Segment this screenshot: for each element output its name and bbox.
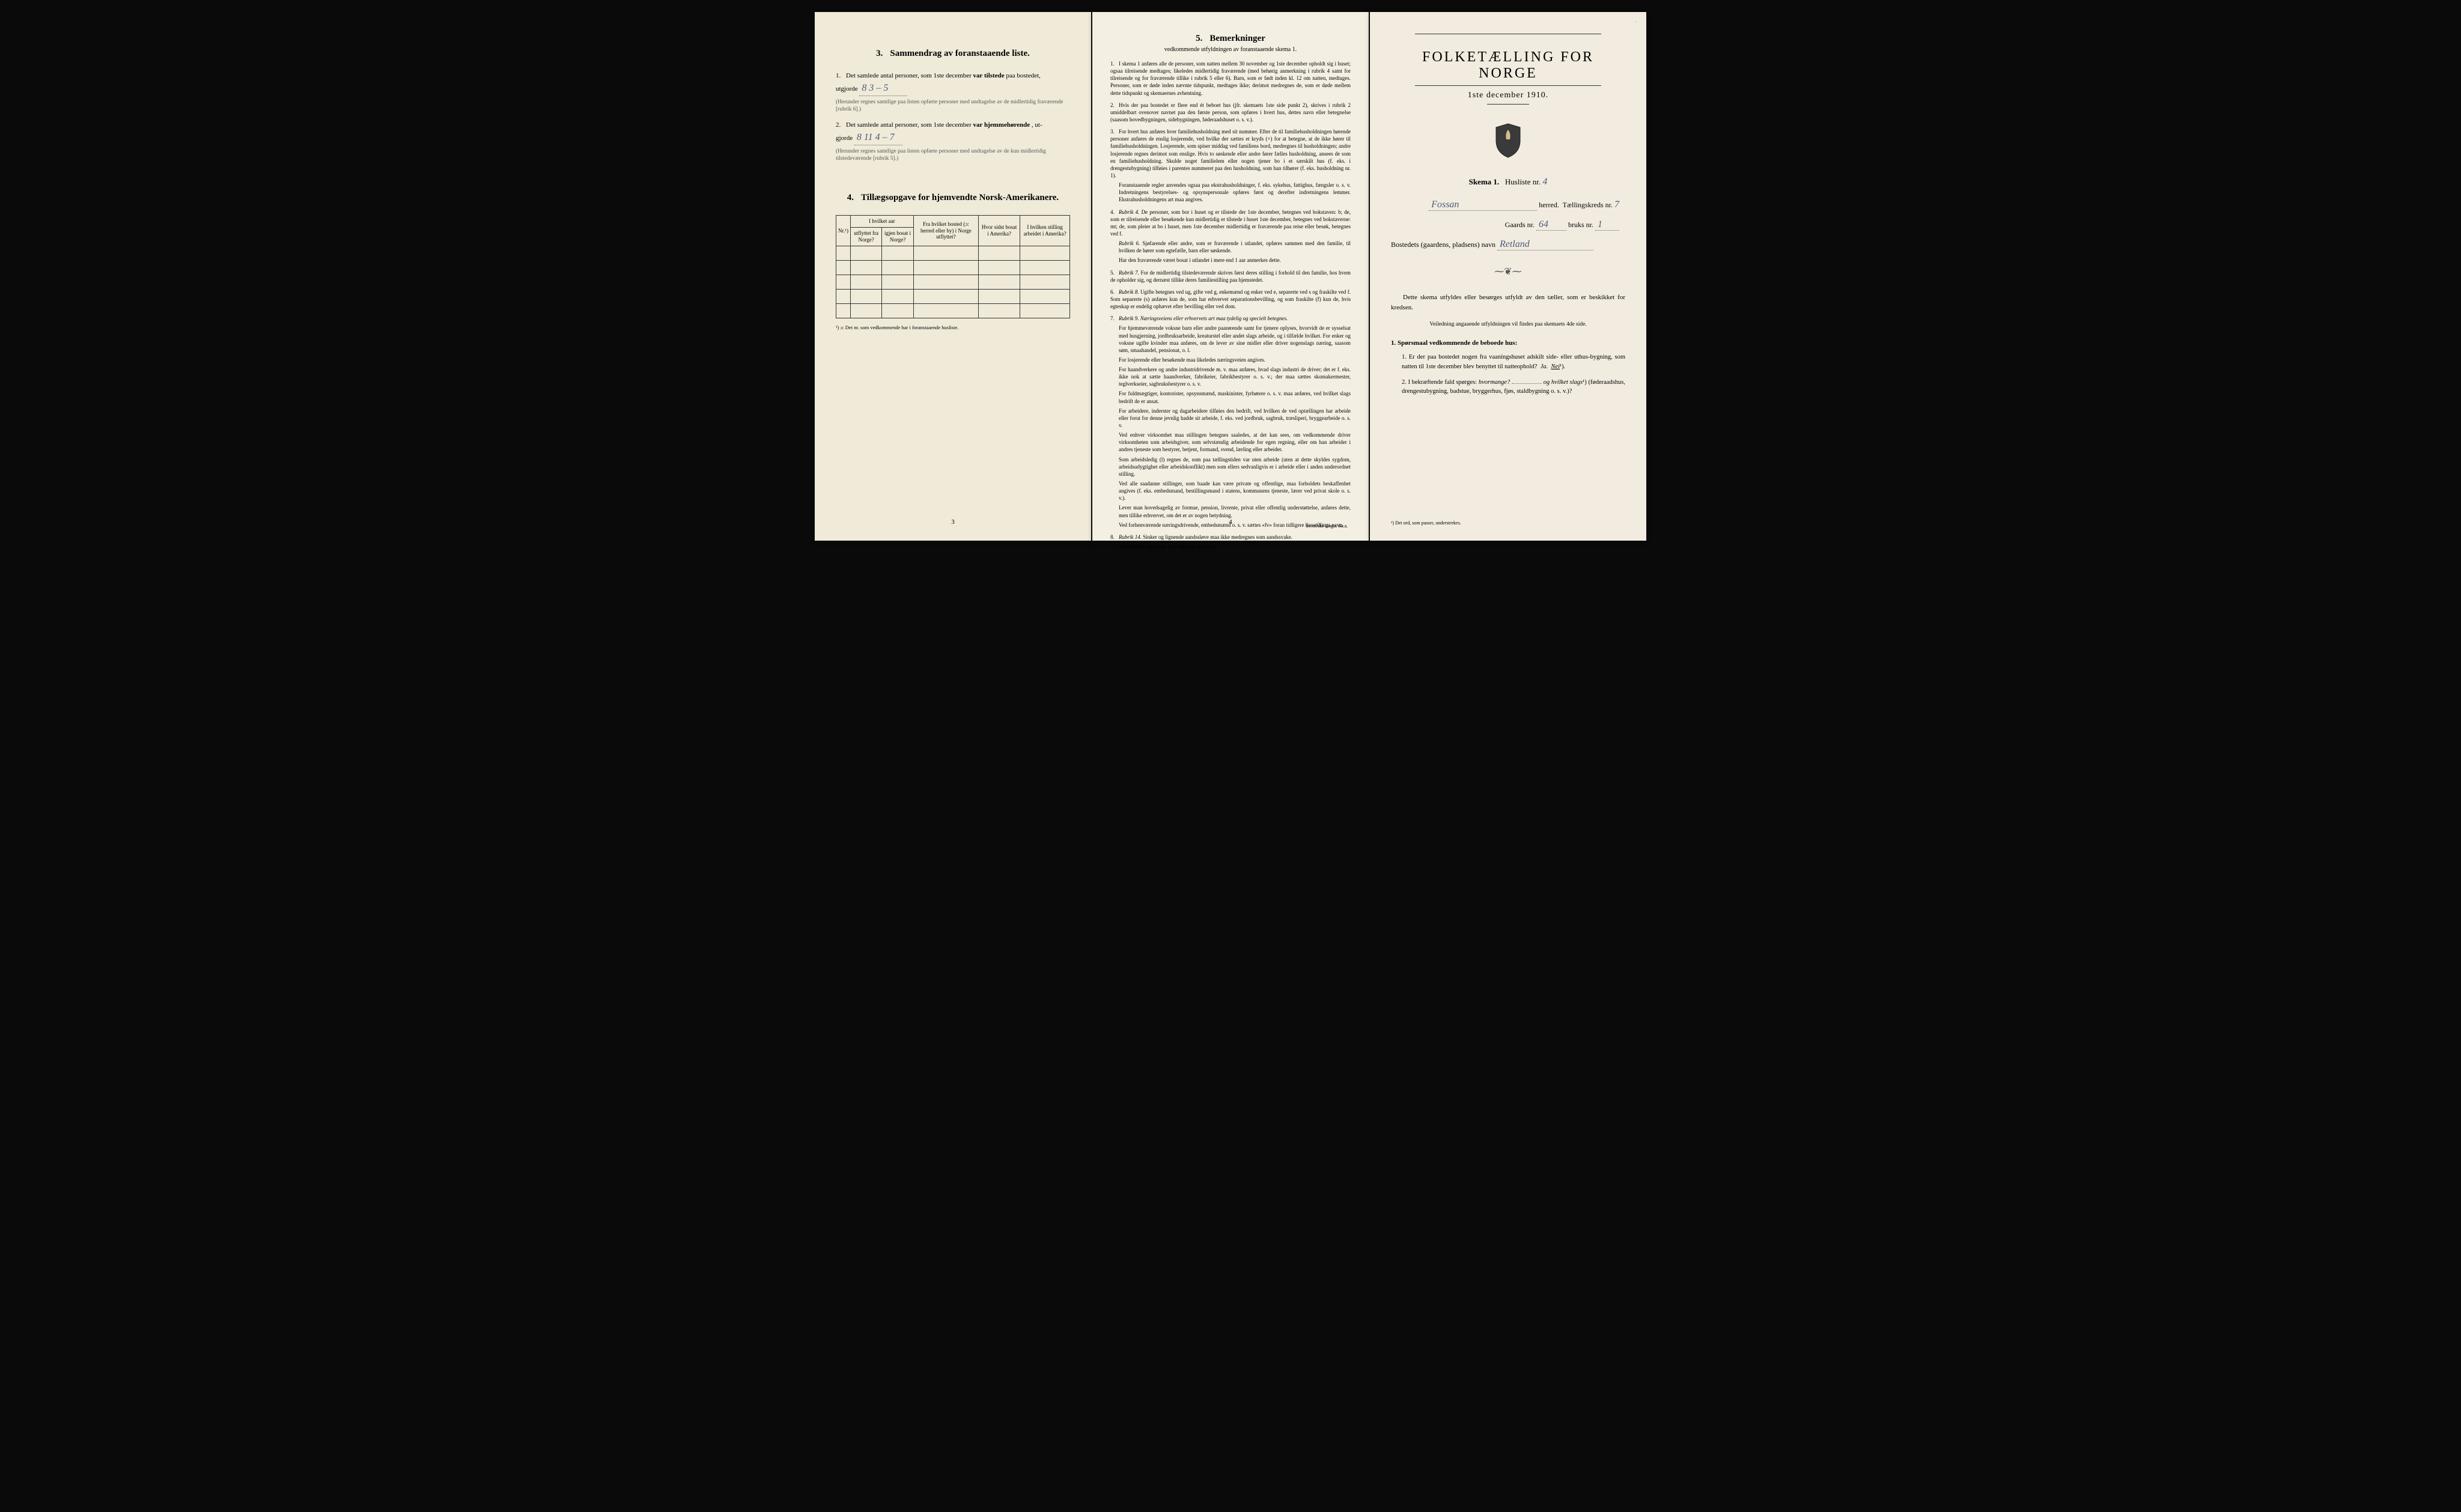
document-spread: 3. Sammendrag av foranstaaende liste. 1.… — [815, 12, 1646, 541]
sp1-num: 1. — [1402, 354, 1407, 360]
remark-4: 4.Rubrik 4. De personer, som bor i huset… — [1110, 208, 1351, 264]
remark-8: 8.Rubrik 14. Sinker og lignende aandsslø… — [1110, 533, 1351, 550]
skema-label: Skema 1. — [1469, 177, 1500, 186]
q1-text-a: Det samlede antal personer, som 1ste dec… — [846, 72, 972, 79]
q2-bold: var hjemmehørende — [973, 121, 1030, 129]
q2-note: (Herunder regnes samtlige paa listen opf… — [836, 148, 1070, 163]
remark-6: 6.Rubrik 8. Ugifte betegnes ved ug, gift… — [1110, 288, 1351, 310]
q1-value: 8 3 – 5 — [859, 81, 907, 96]
page-number-3: 3 — [951, 518, 955, 526]
remark-1: 1.I skema 1 anføres alle de personer, so… — [1110, 60, 1351, 97]
section-4-heading: 4. Tillægsopgave for hjemvendte Norsk-Am… — [836, 192, 1070, 203]
printer-mark: Stven'ske Bogtr. Kr.a. — [1306, 523, 1348, 529]
rule-short — [1487, 104, 1529, 105]
sporsmaal-1: 1. Er der paa bostedet nogen fra vaaning… — [1402, 353, 1625, 372]
section-4-title: Tillægsopgave for hjemvendte Norsk-Ameri… — [861, 193, 1059, 202]
instruction-1: Dette skema utfyldes eller besørges utfy… — [1391, 293, 1625, 312]
q2-utgjorde: gjorde — [836, 135, 853, 142]
amerikaner-table: Nr.¹) I hvilket aar Fra hvilket bosted (… — [836, 215, 1070, 318]
section-3-heading: 3. Sammendrag av foranstaaende liste. — [836, 48, 1070, 59]
bruks-label: bruks nr. — [1568, 220, 1593, 229]
section-3-title: Sammendrag av foranstaaende liste. — [890, 49, 1030, 58]
q2-text-a: Det samlede antal personer, som 1ste dec… — [846, 121, 972, 129]
sp2-text-a: I bekræftende fald spørges: — [1408, 379, 1477, 386]
th-igjen: igjen bosat i Norge? — [882, 228, 913, 246]
husliste-value: 4 — [1542, 177, 1547, 187]
th-hvor: Hvor sidst bosat i Amerika? — [978, 216, 1020, 246]
q2-value: 8 11 4 – 7 — [854, 130, 902, 145]
flourish-divider: ⁓❦⁓ — [1391, 266, 1625, 278]
remark-2: 2.Hvis der paa bostedet er flere end ét … — [1110, 102, 1351, 123]
sp2-num: 2. — [1402, 379, 1407, 386]
section-3-num: 3. — [876, 49, 883, 58]
sp2-sup: ¹) — [1583, 379, 1587, 386]
remarks-list: 1.I skema 1 anføres alle de personer, so… — [1110, 60, 1351, 550]
section-4-num: 4. — [847, 193, 854, 202]
table-row — [836, 246, 1070, 260]
rule-mid — [1415, 85, 1601, 86]
section-5-subtitle: vedkommende utfyldningen av foranstaaend… — [1110, 46, 1351, 53]
table-row — [836, 260, 1070, 275]
q1-note: (Herunder regnes samtlige paa listen opf… — [836, 99, 1070, 114]
bosted-label: Bostedets (gaardens, pladsens) navn — [1391, 240, 1495, 249]
q1-utgjorde: utgjorde — [836, 85, 858, 93]
section-5-num: 5. — [1196, 34, 1202, 43]
question-2: 2. Det samlede antal personer, som 1ste … — [836, 120, 1070, 162]
cover-title: FOLKETÆLLING FOR NORGE — [1391, 49, 1625, 82]
page-left: 3. Sammendrag av foranstaaende liste. 1.… — [815, 12, 1091, 541]
herred-value: Fossan — [1429, 199, 1537, 211]
remark-5: 5.Rubrik 7. For de midlertidig tilstedev… — [1110, 269, 1351, 284]
sp1-ja: Ja. — [1541, 363, 1548, 370]
th-aar: I hvilket aar — [850, 216, 913, 228]
herred-line: Fossan herred. Tællingskreds nr. 7 — [1391, 199, 1625, 211]
bosted-line: Bostedets (gaardens, pladsens) navn Retl… — [1391, 239, 1625, 250]
table-footnote: ¹) ɔ: Det nr. som vedkommende har i fora… — [836, 324, 1070, 330]
table-row — [836, 275, 1070, 289]
bruks-value: 1 — [1595, 219, 1619, 231]
remark-7: 7.Rubrik 9. Næringsveiens eller erhverve… — [1110, 315, 1351, 529]
table-row — [836, 303, 1070, 318]
cover-date: 1ste december 1910. — [1391, 91, 1625, 100]
gaards-line: Gaards nr. 64 bruks nr. 1 — [1391, 219, 1625, 231]
th-stilling: I hvilken stilling arbeidet i Amerika? — [1020, 216, 1070, 246]
table-row — [836, 289, 1070, 303]
taelling-label: Tællingskreds nr. — [1563, 201, 1613, 209]
sp2-og: og hvilket slags — [1544, 379, 1583, 386]
gaards-value: 64 — [1536, 219, 1566, 231]
sp2-blank — [1512, 383, 1542, 384]
q2-text-b: , ut- — [1032, 121, 1042, 129]
th-nr: Nr.¹) — [836, 216, 851, 246]
sporsmaal-heading: 1. Spørsmaal vedkommende de beboede hus: — [1391, 339, 1625, 347]
skema-line: Skema 1. Husliste nr. 4 — [1391, 177, 1625, 187]
gaards-label: Gaards nr. — [1505, 220, 1535, 229]
husliste-label: Husliste nr. — [1505, 177, 1541, 186]
corner-mark: · — [1635, 19, 1637, 26]
question-1: 1. Det samlede antal personer, som 1ste … — [836, 71, 1070, 113]
sp1-sup: ¹). — [1560, 363, 1565, 370]
q1-text-b: paa bostedet, — [1006, 72, 1040, 79]
bosted-value: Retland — [1497, 239, 1593, 250]
q1-num: 1. — [836, 72, 841, 79]
coat-of-arms-icon — [1493, 123, 1523, 159]
sp1-nei: Nei — [1551, 363, 1560, 370]
section-5-title: Bemerkninger — [1209, 34, 1265, 43]
page-number-4: 4 — [1229, 518, 1232, 526]
taelling-value: 7 — [1614, 199, 1619, 210]
remark-3: 3.For hvert hus anføres hver familiehush… — [1110, 128, 1351, 203]
section-5-heading: 5. Bemerkninger — [1110, 33, 1351, 44]
sporsmaal-2: 2. I bekræftende fald spørges: hvormange… — [1402, 378, 1625, 397]
cover-footnote: ¹) Det ord, som passer, understrekes. — [1391, 520, 1625, 526]
sp1-text: Er der paa bostedet nogen fra vaaningshu… — [1402, 354, 1625, 370]
instruction-2: Veiledning angaaende utfyldningen vil fi… — [1391, 321, 1625, 327]
herred-label: herred. — [1539, 201, 1559, 209]
sp2-hvor: hvormange? — [1479, 379, 1510, 386]
q2-num: 2. — [836, 121, 841, 129]
th-fra: Fra hvilket bosted (ɔ: herred eller by) … — [913, 216, 978, 246]
th-utfl: utflyttet fra Norge? — [850, 228, 881, 246]
q1-bold: var tilstede — [973, 72, 1005, 79]
page-right-cover: · FOLKETÆLLING FOR NORGE 1ste december 1… — [1370, 12, 1646, 541]
page-middle: 5. Bemerkninger vedkommende utfyldningen… — [1092, 12, 1369, 541]
